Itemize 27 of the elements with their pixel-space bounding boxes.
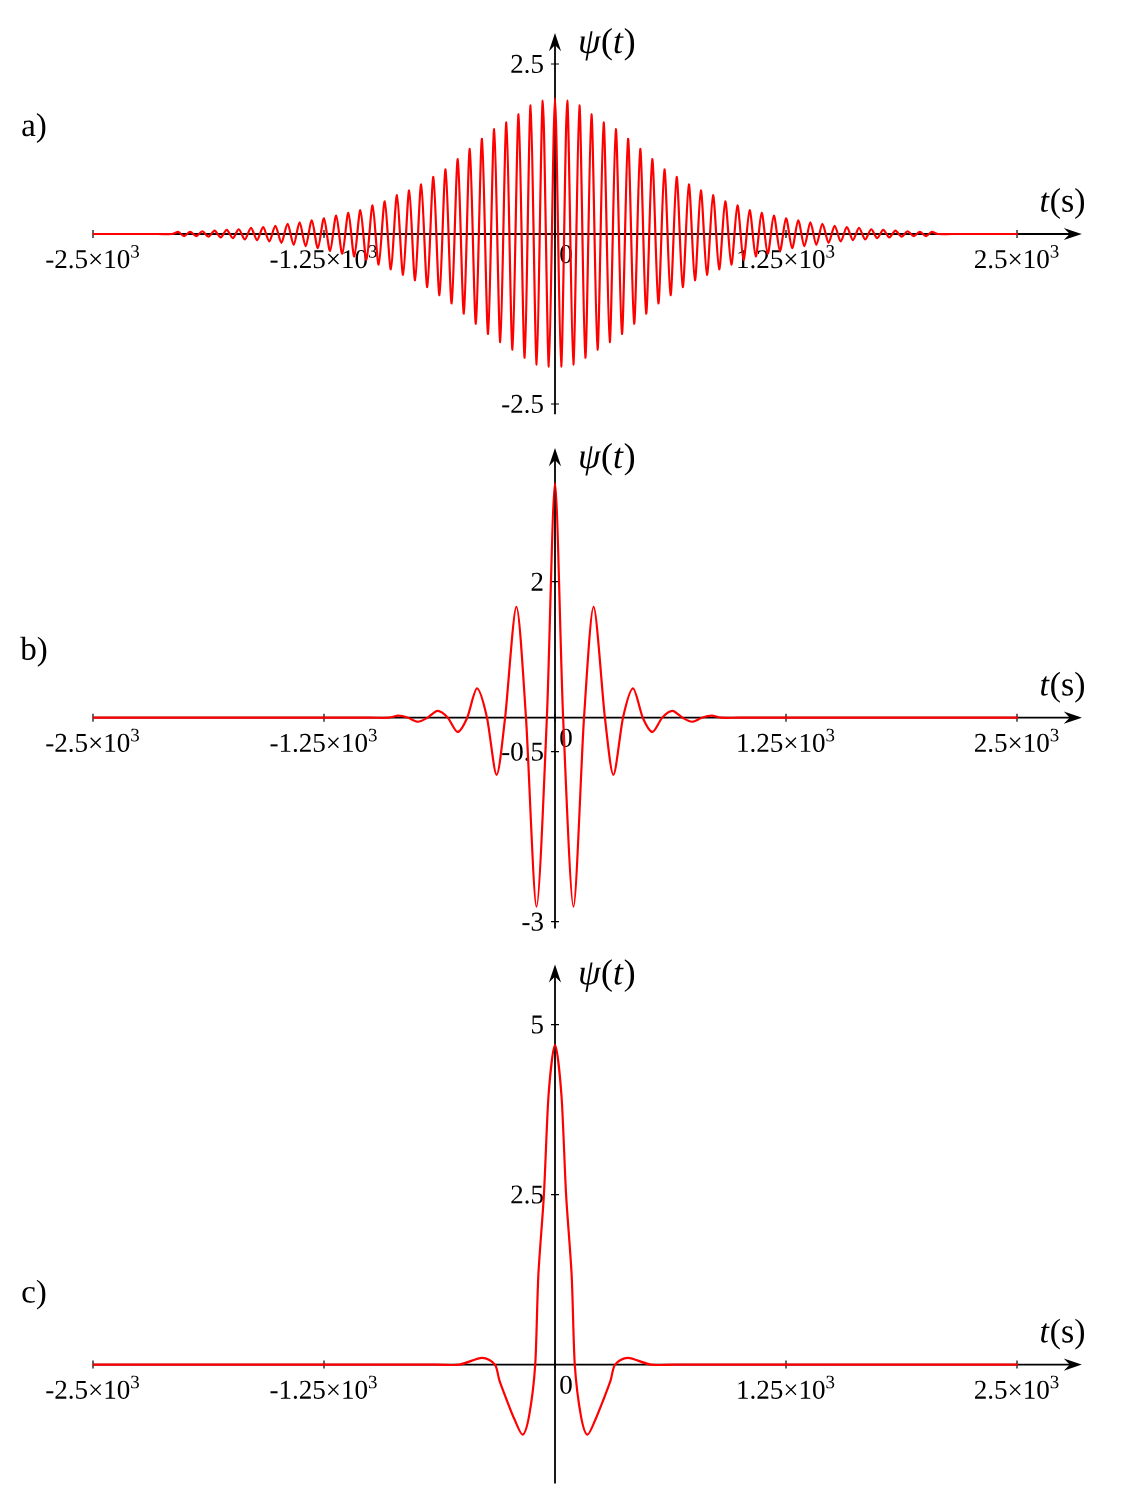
x-tick-label: 0: [560, 1375, 572, 1394]
text: c): [22, 1279, 46, 1310]
x-tick-label: 1.25×10$^{3}$: [738, 1375, 835, 1400]
y-tick-label: 5: [532, 1015, 543, 1034]
y-axis-title: ψ(t): [580, 959, 635, 992]
y-tick-label: -2.5: [502, 394, 543, 414]
x-tick-label: -1.25×10$^{3}$: [270, 728, 377, 753]
x-axis-title: t(s): [1041, 671, 1085, 703]
y-tick-label: 2.5: [511, 1185, 543, 1204]
y-axis-title: ψ(t): [580, 27, 635, 61]
x-tick-label: 2.5×10$^{3}$: [974, 245, 1059, 269]
x-tick-label: 1.25×10$^{3}$: [738, 245, 835, 269]
x-tick-label: 2.5×10$^{3}$: [974, 1375, 1059, 1400]
x-tick-label: -2.5×10$^{3}$: [46, 245, 139, 269]
text: a): [22, 113, 46, 143]
x-tick-label: 2.5×10$^{3}$: [974, 728, 1059, 753]
y-tick-label: 2.5: [511, 54, 543, 74]
x-tick-label: -1.25×10$^{3}$: [270, 1375, 377, 1400]
x-tick-label: 1.25×10$^{3}$: [738, 728, 835, 753]
x-axis-title: t(s): [1041, 188, 1085, 219]
y-tick-label: 2: [531, 572, 543, 591]
x-tick-label: -2.5×10$^{3}$: [46, 728, 139, 753]
y-axis-title: ψ(t): [580, 442, 635, 476]
x-tick-label: -2.5×10$^{3}$: [46, 1375, 139, 1400]
text: b): [20, 636, 47, 667]
x-axis-title: t(s): [1041, 1318, 1085, 1350]
y-tick-label: -3: [522, 912, 543, 931]
